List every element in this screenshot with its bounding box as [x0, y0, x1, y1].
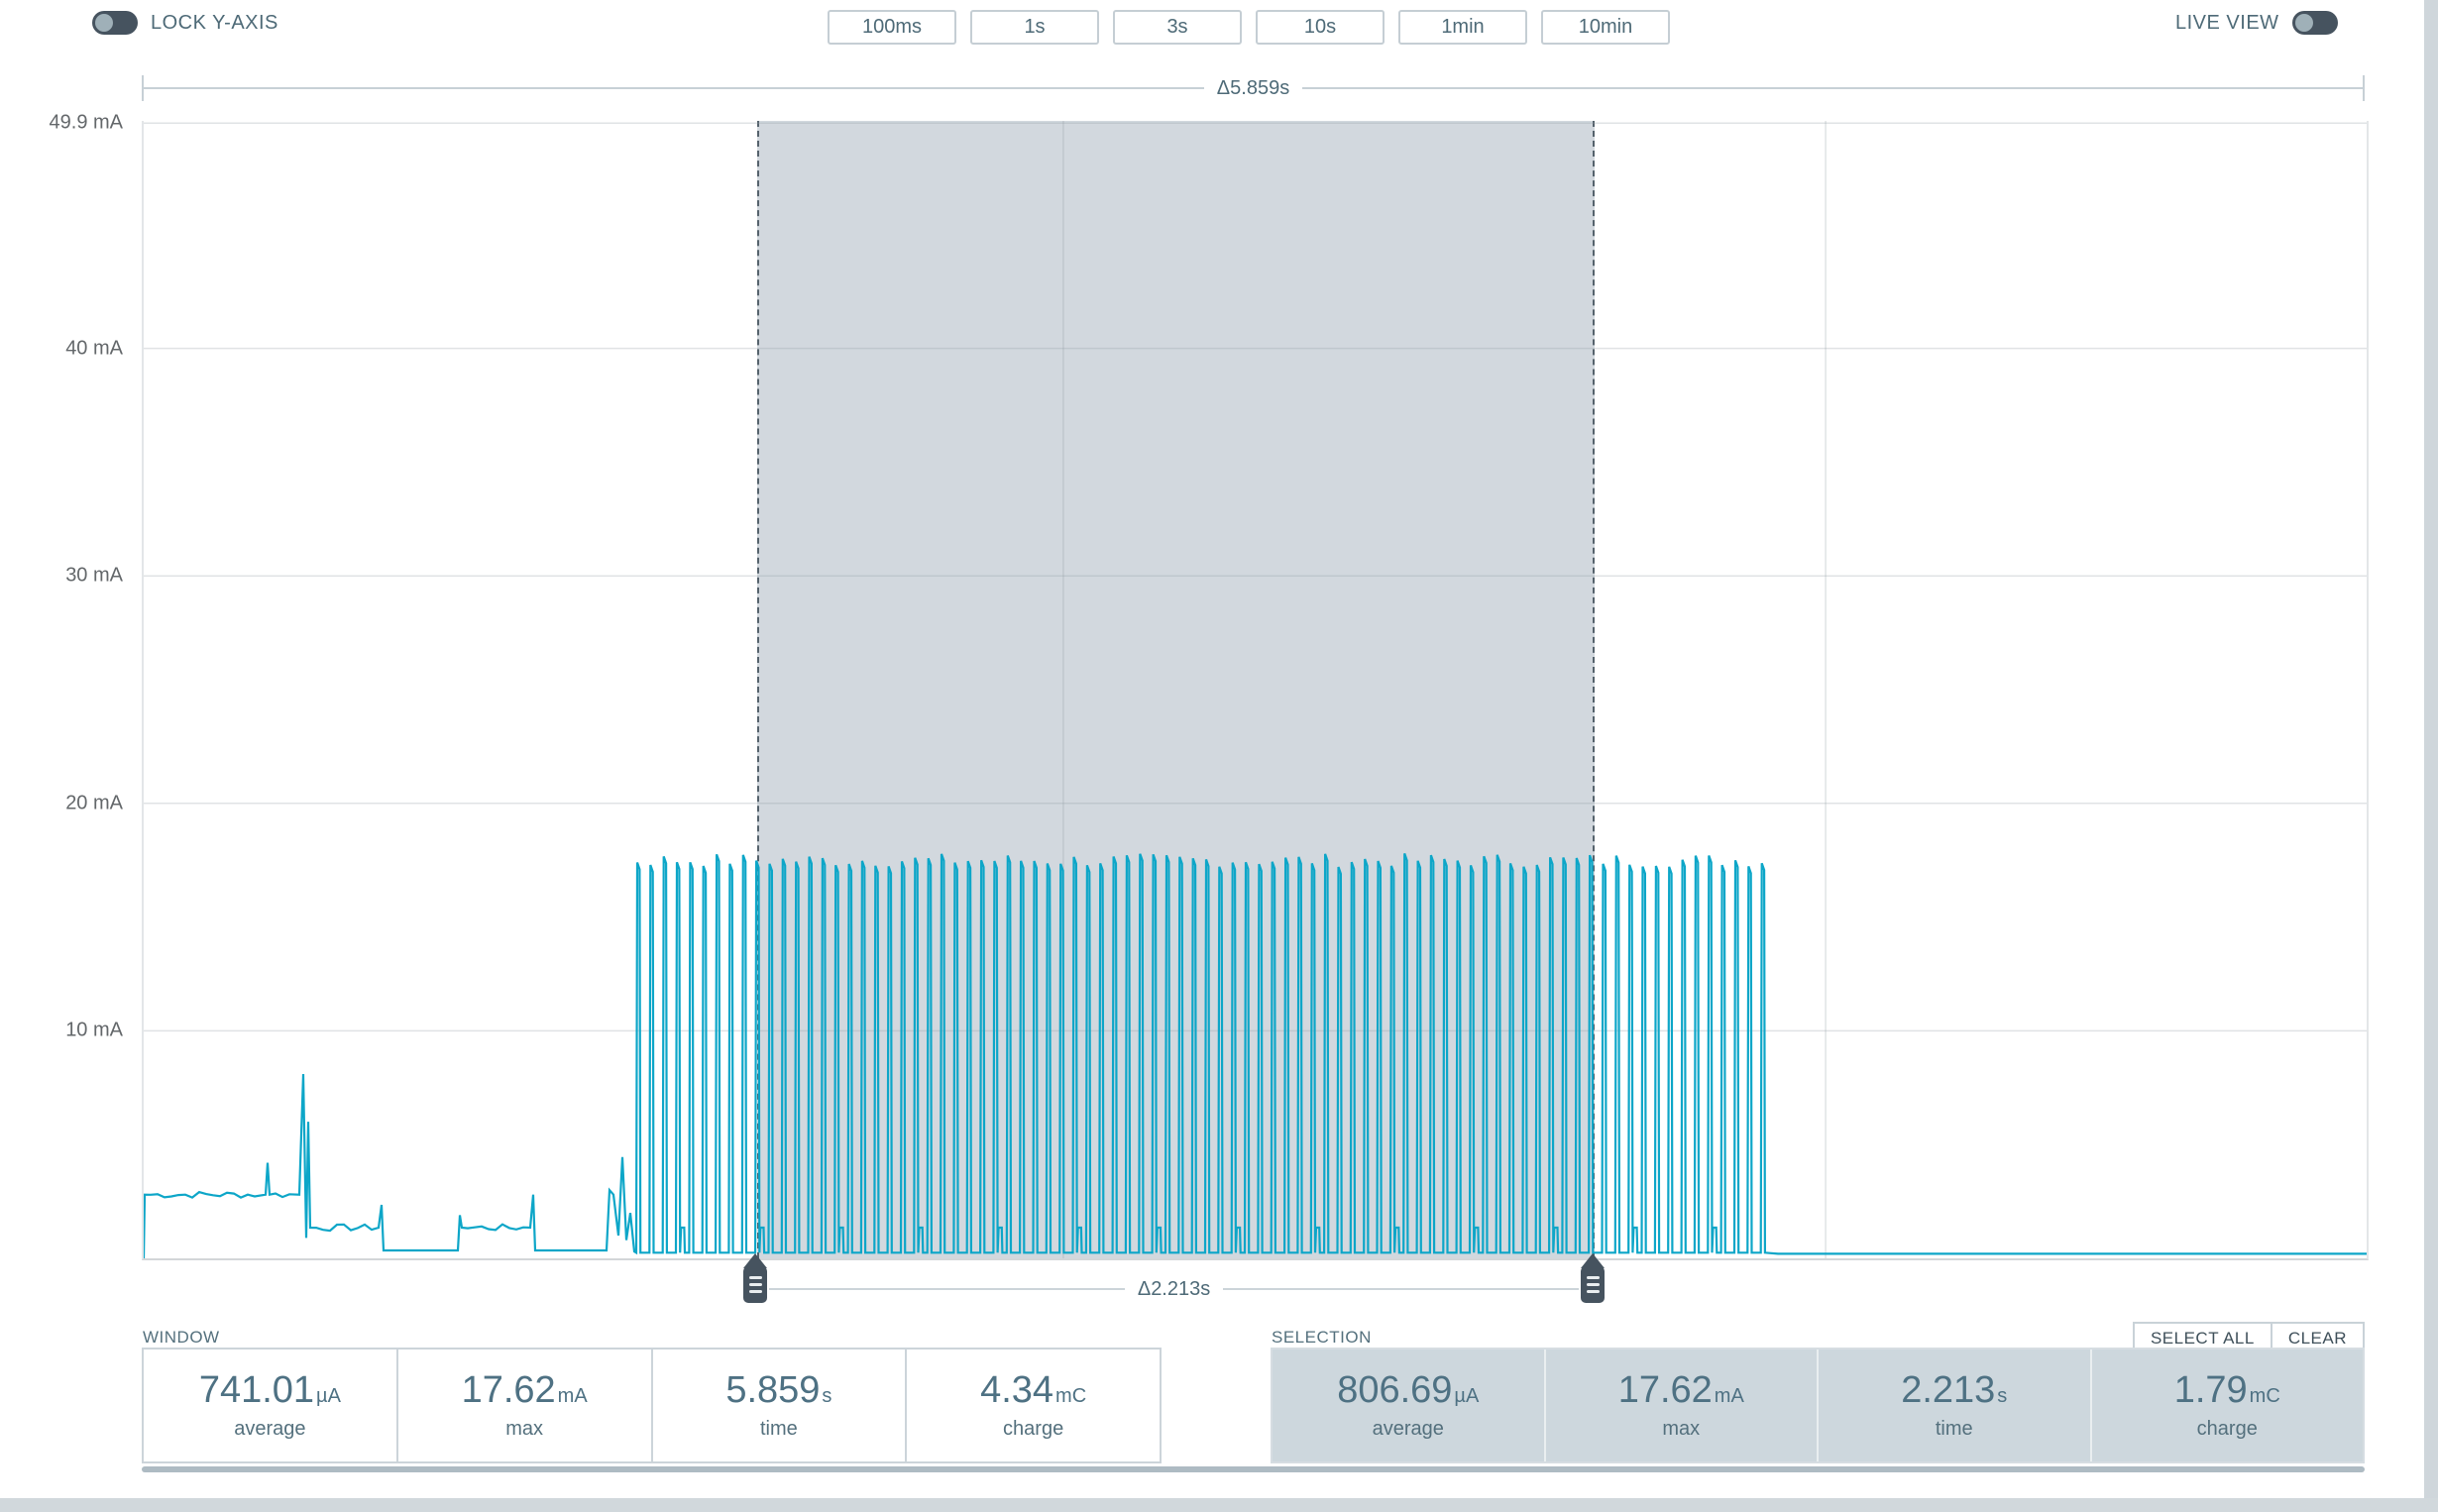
bottom-status-strip	[0, 1498, 2438, 1512]
time-window-button-1min[interactable]: 1min	[1398, 10, 1527, 45]
y-axis-label: 10 mA	[65, 1019, 123, 1041]
y-axis-label: 49.9 mA	[49, 111, 123, 134]
toggle-knob-icon	[2294, 14, 2313, 32]
window-delta-label: Δ5.859s	[1216, 76, 1290, 99]
window-stats-panel: 741.01 µA average 17.62 mA max 5.859 s time…	[142, 1348, 1162, 1463]
selection-controls: Δ2.213s	[142, 1253, 2365, 1328]
stat-value: 741.01 µA	[198, 1368, 341, 1411]
ruler-line	[1223, 1288, 1580, 1290]
ruler-line	[769, 1288, 1125, 1290]
stat-label: average	[1372, 1417, 1444, 1440]
chart-canvas[interactable]	[142, 121, 2369, 1260]
y-axis: 49.9 mA 40 mA 30 mA 20 mA 10 mA	[0, 112, 133, 1258]
stat-value: 4.34 mC	[980, 1368, 1087, 1411]
y-axis-label: 30 mA	[65, 564, 123, 587]
grid-layer	[144, 121, 2367, 1258]
time-window-button-1s[interactable]: 1s	[970, 10, 1099, 45]
lock-y-axis-group: LOCK Y-AXIS	[92, 11, 278, 35]
selection-stats-panel: 806.69 µA average 17.62 mA max 2.213 s time…	[1271, 1348, 2365, 1463]
ruler-end-tick	[2363, 75, 2366, 101]
stat-cell-window-max: 17.62 mA max	[395, 1350, 651, 1461]
ruler-line	[1302, 87, 2364, 89]
stat-label: average	[234, 1417, 306, 1440]
vertical-scrollbar[interactable]	[2424, 0, 2438, 1498]
stat-label: charge	[1003, 1417, 1064, 1440]
ruler-line	[144, 87, 1204, 89]
current-waveform-chart	[144, 121, 2367, 1258]
handle-pointer-icon	[1581, 1253, 1605, 1268]
stat-value: 17.62 mA	[1617, 1368, 1744, 1411]
handle-pointer-icon	[743, 1253, 768, 1268]
window-stats-title: WINDOW	[143, 1328, 220, 1347]
selection-span-ruler: Δ2.213s	[769, 1277, 1580, 1300]
stat-label: max	[505, 1417, 544, 1440]
ruler-end-tick	[142, 75, 144, 101]
y-axis-label: 20 mA	[65, 792, 123, 814]
selection-handle-left[interactable]	[743, 1253, 768, 1306]
selection-overlay	[757, 121, 1595, 1258]
waveform-path	[144, 853, 2367, 1258]
stat-cell-selection-max: 17.62 mA max	[1543, 1350, 1817, 1461]
window-span-ruler: Δ5.859s	[142, 75, 2366, 101]
time-window-button-10s[interactable]: 10s	[1256, 10, 1385, 45]
stat-label: charge	[2196, 1417, 2258, 1440]
selection-delta-label: Δ2.213s	[1137, 1277, 1211, 1300]
stat-cell-window-time: 5.859 s time	[650, 1350, 906, 1461]
stat-cell-selection-time: 2.213 s time	[1817, 1350, 2090, 1461]
time-window-button-3s[interactable]: 3s	[1113, 10, 1242, 45]
stat-cell-window-charge: 4.34 mC charge	[905, 1350, 1160, 1461]
time-window-buttons: 100ms 1s 3s 10s 1min 10min	[828, 10, 1670, 45]
stat-cell-selection-average: 806.69 µA average	[1273, 1350, 1544, 1461]
horizontal-scrollbar[interactable]	[142, 1466, 2365, 1472]
stat-value: 806.69 µA	[1337, 1368, 1480, 1411]
stat-value: 17.62 mA	[461, 1368, 588, 1411]
live-view-group: LIVE VIEW	[2175, 11, 2338, 35]
stat-label: time	[759, 1417, 798, 1440]
stat-cell-selection-charge: 1.79 mC charge	[2089, 1350, 2363, 1461]
button-divider	[2270, 1324, 2272, 1353]
stat-label: time	[1935, 1417, 1973, 1440]
toggle-knob-icon	[95, 14, 113, 32]
stat-label: max	[1662, 1417, 1701, 1440]
lock-y-axis-toggle[interactable]	[92, 11, 138, 35]
time-window-button-100ms[interactable]: 100ms	[828, 10, 956, 45]
time-window-button-10min[interactable]: 10min	[1541, 10, 1670, 45]
lock-y-axis-label: LOCK Y-AXIS	[151, 11, 278, 34]
y-axis-label: 40 mA	[65, 337, 123, 360]
stat-value: 5.859 s	[725, 1368, 832, 1411]
selection-stats-title: SELECTION	[1272, 1328, 1372, 1347]
live-view-label: LIVE VIEW	[2175, 11, 2279, 34]
stat-value: 1.79 mC	[2173, 1368, 2280, 1411]
stat-value: 2.213 s	[1901, 1368, 2008, 1411]
stat-cell-window-average: 741.01 µA average	[144, 1350, 396, 1461]
selection-handle-right[interactable]	[1581, 1253, 1605, 1306]
handle-grip-icon	[1581, 1266, 1605, 1303]
live-view-toggle[interactable]	[2291, 11, 2338, 35]
handle-grip-icon	[743, 1266, 768, 1303]
